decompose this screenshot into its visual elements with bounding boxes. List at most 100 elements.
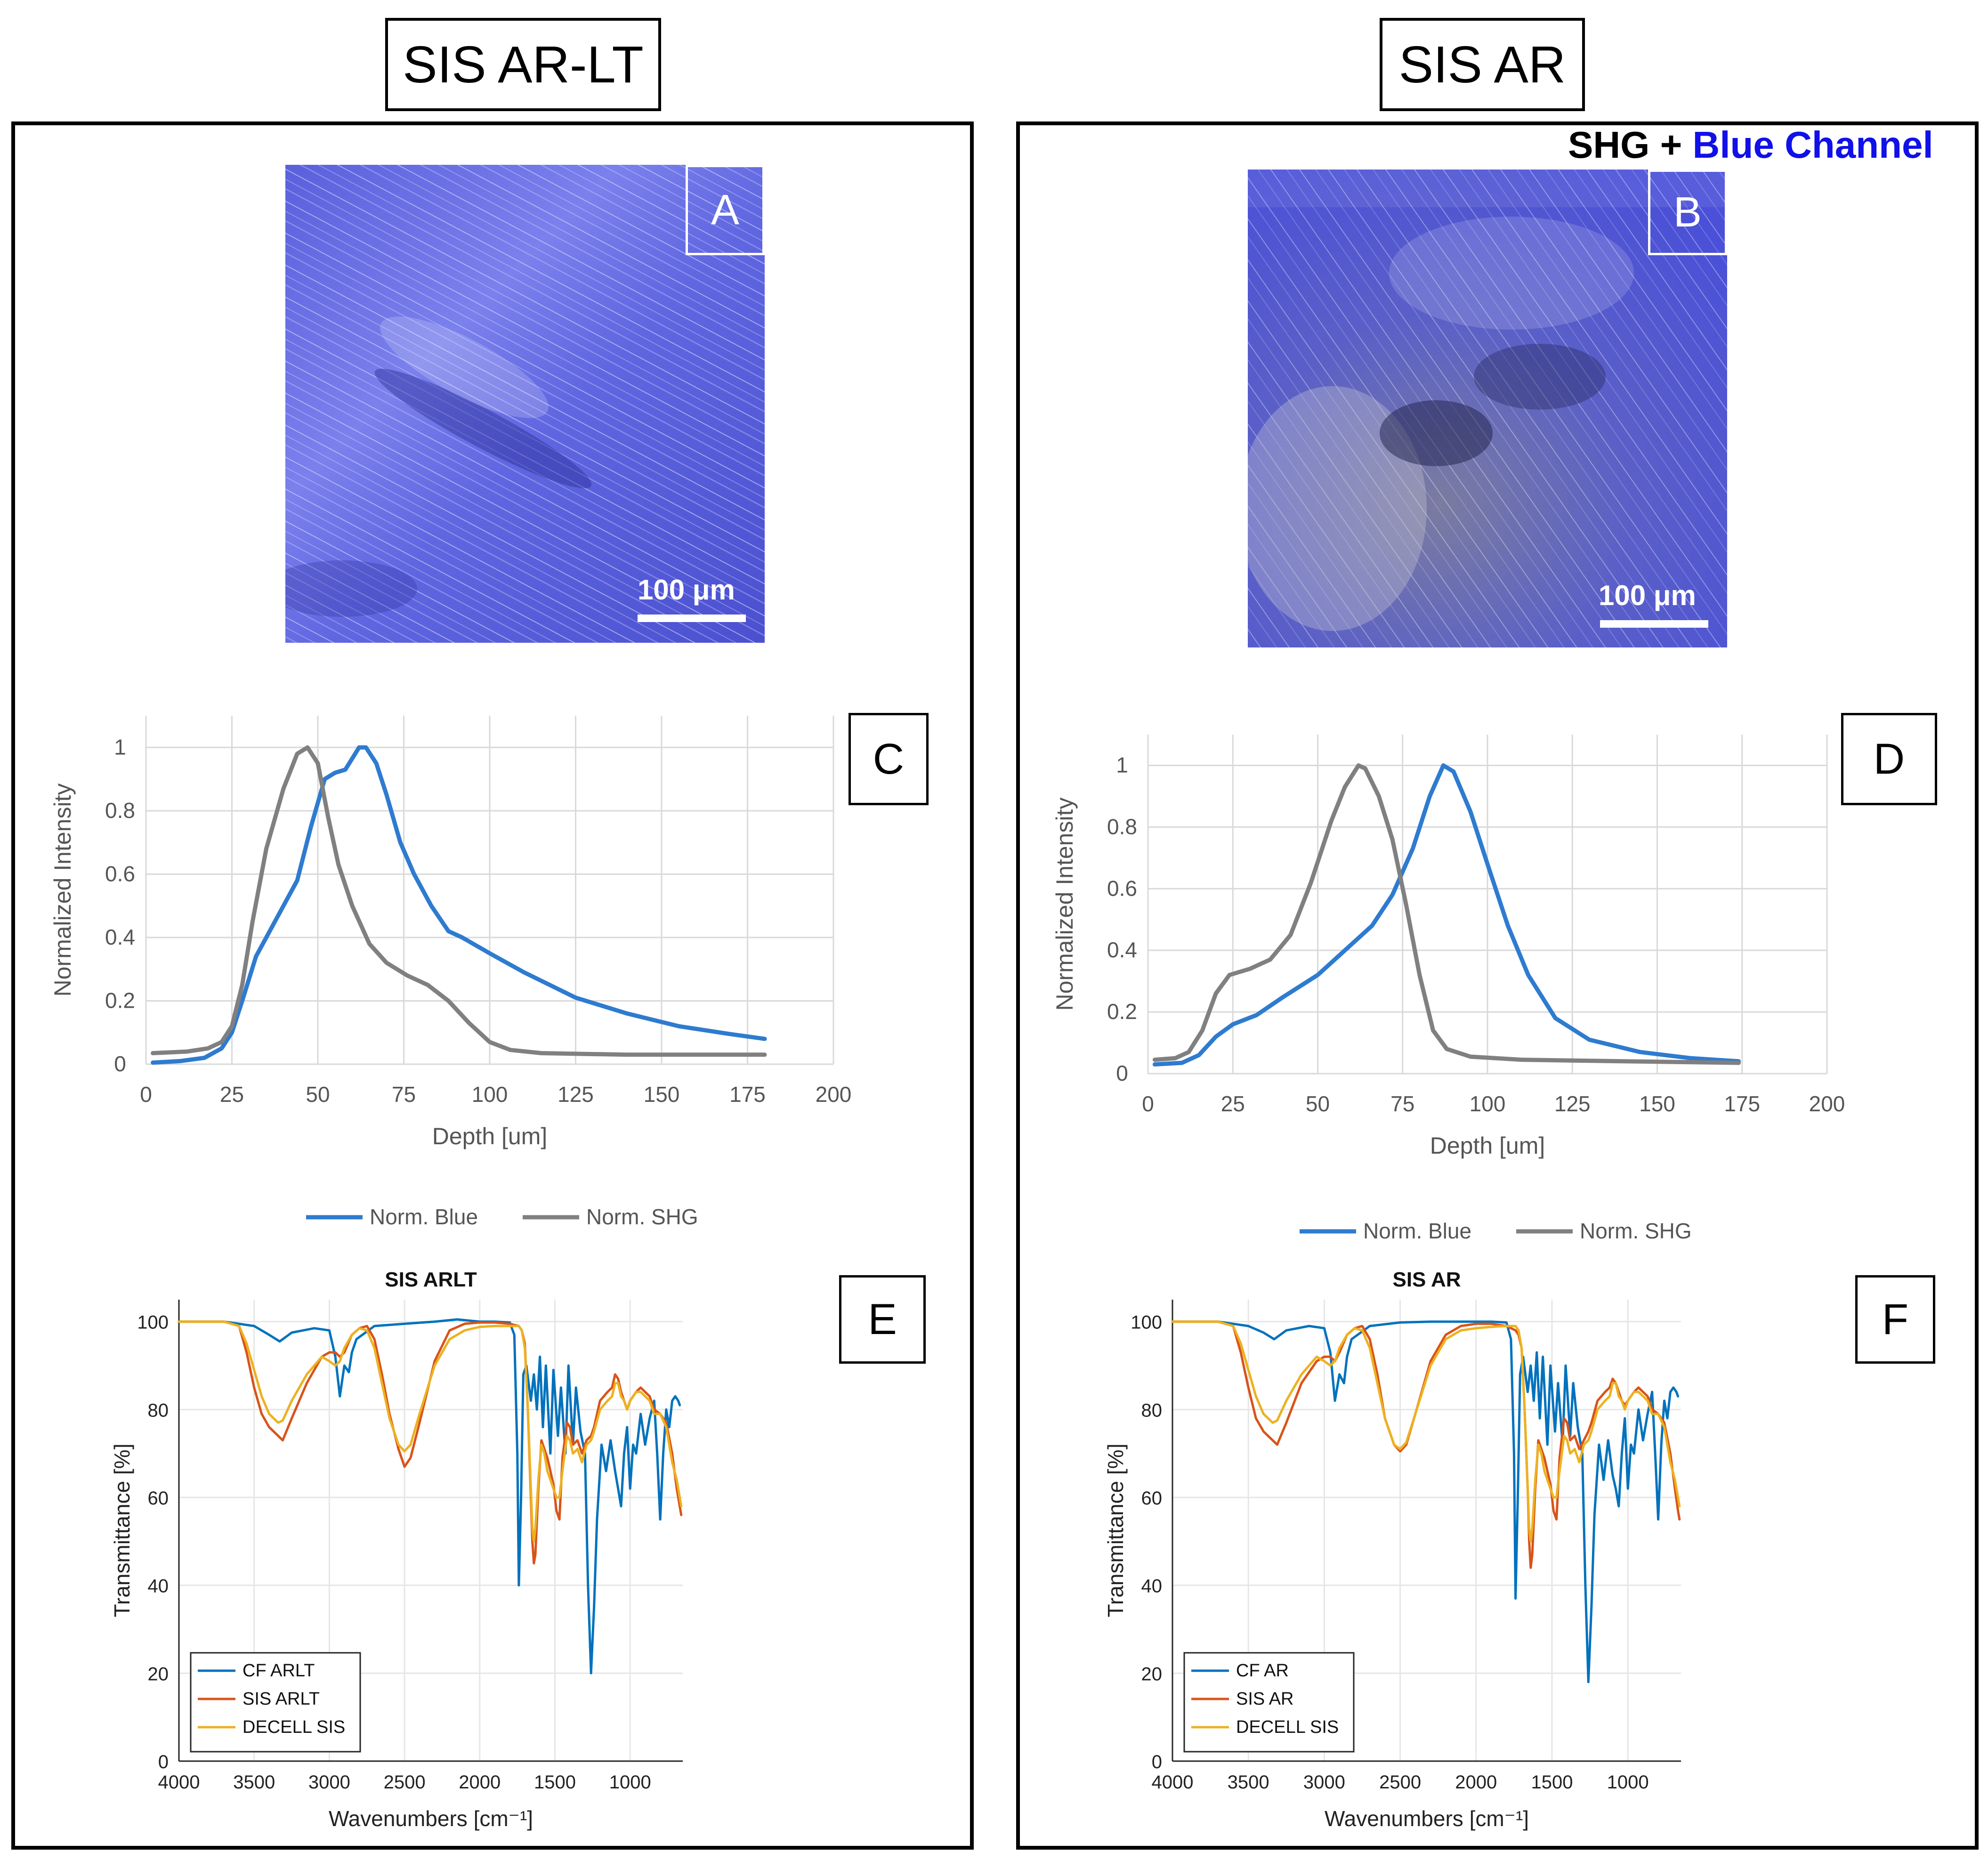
x-tick-label: 1000	[1607, 1772, 1649, 1793]
y-tick-label: 80	[148, 1400, 169, 1421]
x-tick-label: 3500	[1228, 1772, 1269, 1793]
scalebar-a	[638, 615, 746, 622]
y-tick-label: 60	[1141, 1488, 1163, 1509]
plus-legend-label: +	[1660, 124, 1682, 166]
series-line-norm-blue	[1152, 763, 1741, 1067]
x-tick-label: 150	[1639, 1092, 1675, 1116]
series-line-decell-sis	[178, 1320, 683, 1543]
series-line-norm-blue	[151, 745, 767, 1065]
legend-label-sis-arlt: SIS ARLT	[242, 1689, 320, 1709]
x-tick-label: 150	[644, 1082, 680, 1107]
y-tick-label: 1	[114, 735, 126, 759]
x-tick-label: 75	[1390, 1092, 1414, 1116]
y-tick-label: 100	[1131, 1312, 1162, 1333]
y-axis-label: Transmittance [%]	[1103, 1444, 1128, 1617]
y-axis-label: Transmittance [%]	[110, 1444, 134, 1617]
x-tick-label: 1000	[609, 1772, 651, 1793]
micrograph-a-image	[285, 165, 765, 643]
legend-label-sis-ar: SIS AR	[1236, 1689, 1294, 1709]
x-tick-label: 0	[140, 1082, 152, 1107]
series-line-cf-arlt	[178, 1318, 681, 1674]
left-panel-frame	[11, 121, 974, 1850]
y-tick-label: 20	[148, 1664, 169, 1684]
panel-d-letter-box: D	[1841, 713, 1937, 805]
legend-label-cf-arlt: CF ARLT	[242, 1661, 315, 1681]
panel-e-letter-box: E	[839, 1275, 926, 1364]
chart-c: 0 25 50 75 100 125 150 175 200 0 0.2 0.4 0.6 0.8 1 Dept…	[49, 716, 852, 1229]
y-tick-label: 80	[1141, 1400, 1163, 1421]
x-tick-label: 0	[1142, 1092, 1154, 1116]
legend-box	[190, 1652, 361, 1753]
x-tick-label: 2500	[384, 1772, 426, 1793]
panel-a-letter-box: A	[686, 165, 765, 255]
scalebar-b-label: 100 μm	[1599, 580, 1696, 611]
channel-legend: SHG + Blue Channel	[1568, 123, 1933, 167]
chart-e: 4000 3500 3000 2500 2000 1500 1000 0 20 40 60 80 100…	[110, 1268, 683, 1831]
scalebar-a-label: 100 μm	[638, 574, 735, 606]
y-tick-label: 0.8	[105, 798, 135, 823]
y-tick-label: 0.4	[1107, 938, 1137, 962]
y-tick-label: 1	[1116, 752, 1128, 777]
chart-f: 4000 3500 3000 2500 2000 1500 1000 0 20 40 60 80 100…	[1103, 1268, 1681, 1831]
panel-f-letter-box: F	[1855, 1275, 1935, 1364]
legend-label-decell-sis: DECELL SIS	[242, 1717, 345, 1737]
series-line-decell-sis	[1171, 1320, 1681, 1543]
x-tick-label: 100	[1470, 1092, 1506, 1116]
y-tick-label: 0	[158, 1752, 169, 1772]
series-line-norm-shg	[1152, 763, 1741, 1065]
panel-c-letter-box: C	[849, 713, 929, 805]
y-tick-label: 0	[114, 1051, 126, 1076]
legend-label-norm-blue: Norm. Blue	[370, 1205, 478, 1229]
header-left-title: SIS AR-LT	[385, 18, 661, 111]
y-tick-label: 100	[137, 1312, 169, 1333]
legend-label-cf-ar: CF AR	[1236, 1661, 1289, 1681]
legend-box	[1183, 1652, 1355, 1753]
x-tick-label: 50	[306, 1082, 330, 1107]
y-tick-label: 0.2	[105, 988, 135, 1012]
legend-label-norm-shg: Norm. SHG	[1580, 1219, 1692, 1243]
x-tick-label: 125	[1554, 1092, 1591, 1116]
right-panel-frame	[1016, 121, 1979, 1850]
y-tick-label: 0.2	[1107, 999, 1137, 1024]
x-tick-label: 3500	[233, 1772, 275, 1793]
chart-title: SIS AR	[1392, 1268, 1461, 1291]
y-tick-label: 0.4	[105, 925, 135, 949]
x-tick-label: 175	[1724, 1092, 1760, 1116]
series-line-cf-ar	[1171, 1320, 1680, 1683]
x-tick-label: 4000	[158, 1772, 200, 1793]
y-tick-label: 0.6	[105, 861, 135, 886]
micrograph-a: A 100 μm	[285, 165, 765, 643]
micrograph-b-image	[1248, 170, 1727, 647]
x-tick-label: 4000	[1152, 1772, 1194, 1793]
x-tick-label: 50	[1306, 1092, 1330, 1116]
x-tick-label: 2000	[459, 1772, 501, 1793]
x-tick-label: 175	[729, 1082, 766, 1107]
x-axis-label: Depth [um]	[1430, 1132, 1545, 1159]
y-tick-label: 0	[1152, 1752, 1162, 1772]
x-tick-label: 200	[816, 1082, 852, 1107]
y-tick-label: 0	[1116, 1061, 1128, 1085]
x-tick-label: 1500	[534, 1772, 576, 1793]
x-tick-label: 200	[1809, 1092, 1845, 1116]
series-line-norm-shg	[151, 745, 767, 1057]
y-tick-label: 40	[1141, 1576, 1163, 1597]
scalebar-b	[1600, 620, 1708, 628]
shg-legend-label: SHG	[1568, 124, 1650, 166]
panel-b-letter-box: B	[1648, 170, 1727, 255]
series-line-sis-ar	[1171, 1320, 1681, 1569]
y-tick-label: 60	[148, 1488, 169, 1509]
x-tick-label: 3000	[1303, 1772, 1345, 1793]
x-tick-label: 2000	[1455, 1772, 1497, 1793]
y-axis-label: Normalized Intensity	[1051, 798, 1078, 1011]
header-right-title: SIS AR	[1380, 18, 1585, 111]
legend-label-norm-shg: Norm. SHG	[586, 1205, 698, 1229]
x-tick-label: 25	[1221, 1092, 1245, 1116]
chart-d: 0 25 50 75 100 125 150 175 200 0 0.2 0.4 0.6 0.8 1 Dept…	[1051, 735, 1845, 1243]
x-axis-label: Wavenumbers [cm⁻¹]	[1325, 1806, 1529, 1831]
x-axis-label: Wavenumbers [cm⁻¹]	[329, 1806, 533, 1831]
chart-title: SIS ARLT	[385, 1268, 477, 1291]
x-tick-label: 75	[392, 1082, 416, 1107]
legend-label-decell-sis: DECELL SIS	[1236, 1717, 1339, 1737]
y-tick-label: 0.6	[1107, 876, 1137, 900]
blue-channel-legend-label: Blue Channel	[1692, 124, 1933, 166]
